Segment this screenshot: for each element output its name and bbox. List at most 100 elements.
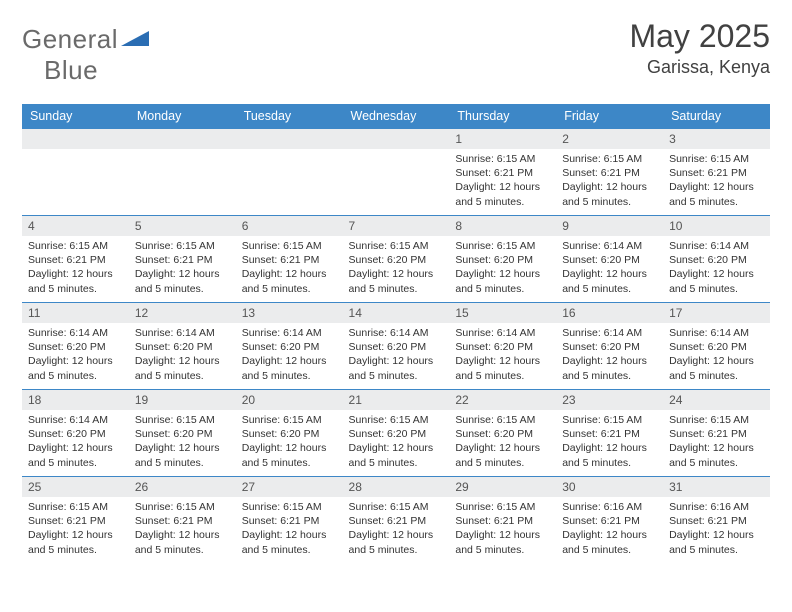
- day-number: 25: [22, 477, 129, 497]
- calendar-cell: [22, 129, 129, 216]
- day-detail: Sunrise: 6:15 AMSunset: 6:21 PMDaylight:…: [129, 236, 236, 300]
- weekday-header: Saturday: [663, 104, 770, 129]
- calendar-cell: 9Sunrise: 6:14 AMSunset: 6:20 PMDaylight…: [556, 216, 663, 303]
- calendar-cell: 25Sunrise: 6:15 AMSunset: 6:21 PMDayligh…: [22, 477, 129, 564]
- calendar-cell: 17Sunrise: 6:14 AMSunset: 6:20 PMDayligh…: [663, 303, 770, 390]
- day-number: [236, 129, 343, 149]
- weekday-header-row: Sunday Monday Tuesday Wednesday Thursday…: [22, 104, 770, 129]
- day-number: 3: [663, 129, 770, 149]
- day-number: [343, 129, 450, 149]
- day-detail: Sunrise: 6:15 AMSunset: 6:21 PMDaylight:…: [236, 497, 343, 561]
- calendar-cell: 2Sunrise: 6:15 AMSunset: 6:21 PMDaylight…: [556, 129, 663, 216]
- weekday-header: Wednesday: [343, 104, 450, 129]
- day-number: 8: [449, 216, 556, 236]
- weekday-header: Tuesday: [236, 104, 343, 129]
- day-detail: Sunrise: 6:14 AMSunset: 6:20 PMDaylight:…: [556, 236, 663, 300]
- day-detail: Sunrise: 6:15 AMSunset: 6:21 PMDaylight:…: [663, 410, 770, 474]
- calendar-cell: 28Sunrise: 6:15 AMSunset: 6:21 PMDayligh…: [343, 477, 450, 564]
- day-number: 16: [556, 303, 663, 323]
- calendar-row: 11Sunrise: 6:14 AMSunset: 6:20 PMDayligh…: [22, 303, 770, 390]
- calendar-cell: 6Sunrise: 6:15 AMSunset: 6:21 PMDaylight…: [236, 216, 343, 303]
- day-detail: Sunrise: 6:15 AMSunset: 6:21 PMDaylight:…: [449, 497, 556, 561]
- calendar-cell: 16Sunrise: 6:14 AMSunset: 6:20 PMDayligh…: [556, 303, 663, 390]
- title-block: May 2025 Garissa, Kenya: [629, 18, 770, 78]
- calendar-cell: 30Sunrise: 6:16 AMSunset: 6:21 PMDayligh…: [556, 477, 663, 564]
- calendar-cell: 27Sunrise: 6:15 AMSunset: 6:21 PMDayligh…: [236, 477, 343, 564]
- calendar-cell: 20Sunrise: 6:15 AMSunset: 6:20 PMDayligh…: [236, 390, 343, 477]
- calendar-cell: 4Sunrise: 6:15 AMSunset: 6:21 PMDaylight…: [22, 216, 129, 303]
- day-number: 24: [663, 390, 770, 410]
- day-number: [22, 129, 129, 149]
- day-number: 21: [343, 390, 450, 410]
- day-number: 22: [449, 390, 556, 410]
- calendar-cell: [129, 129, 236, 216]
- weekday-header: Friday: [556, 104, 663, 129]
- day-number: [129, 129, 236, 149]
- day-detail: Sunrise: 6:15 AMSunset: 6:21 PMDaylight:…: [663, 149, 770, 213]
- day-number: 26: [129, 477, 236, 497]
- day-number: 9: [556, 216, 663, 236]
- calendar-row: 1Sunrise: 6:15 AMSunset: 6:21 PMDaylight…: [22, 129, 770, 216]
- calendar-cell: [343, 129, 450, 216]
- calendar-cell: 5Sunrise: 6:15 AMSunset: 6:21 PMDaylight…: [129, 216, 236, 303]
- calendar-cell: 19Sunrise: 6:15 AMSunset: 6:20 PMDayligh…: [129, 390, 236, 477]
- calendar-row: 25Sunrise: 6:15 AMSunset: 6:21 PMDayligh…: [22, 477, 770, 564]
- brand-name: General Blue: [22, 24, 149, 86]
- day-number: 1: [449, 129, 556, 149]
- day-detail: Sunrise: 6:14 AMSunset: 6:20 PMDaylight:…: [556, 323, 663, 387]
- calendar-cell: 22Sunrise: 6:15 AMSunset: 6:20 PMDayligh…: [449, 390, 556, 477]
- calendar-page: General Blue May 2025 Garissa, Kenya Sun…: [0, 0, 792, 564]
- day-detail: Sunrise: 6:15 AMSunset: 6:20 PMDaylight:…: [449, 410, 556, 474]
- calendar-cell: 11Sunrise: 6:14 AMSunset: 6:20 PMDayligh…: [22, 303, 129, 390]
- day-number: 28: [343, 477, 450, 497]
- day-number: 18: [22, 390, 129, 410]
- day-number: 10: [663, 216, 770, 236]
- day-detail: Sunrise: 6:16 AMSunset: 6:21 PMDaylight:…: [663, 497, 770, 561]
- day-number: 17: [663, 303, 770, 323]
- day-number: 30: [556, 477, 663, 497]
- calendar-cell: 10Sunrise: 6:14 AMSunset: 6:20 PMDayligh…: [663, 216, 770, 303]
- calendar-row: 18Sunrise: 6:14 AMSunset: 6:20 PMDayligh…: [22, 390, 770, 477]
- day-number: 19: [129, 390, 236, 410]
- day-number: 12: [129, 303, 236, 323]
- location-label: Garissa, Kenya: [629, 57, 770, 78]
- day-detail: Sunrise: 6:15 AMSunset: 6:20 PMDaylight:…: [236, 410, 343, 474]
- calendar-cell: 14Sunrise: 6:14 AMSunset: 6:20 PMDayligh…: [343, 303, 450, 390]
- day-number: 20: [236, 390, 343, 410]
- triangle-icon: [121, 28, 149, 48]
- brand-part1: General: [22, 24, 118, 54]
- day-detail: Sunrise: 6:14 AMSunset: 6:20 PMDaylight:…: [22, 410, 129, 474]
- day-number: 6: [236, 216, 343, 236]
- day-number: 2: [556, 129, 663, 149]
- calendar-cell: 15Sunrise: 6:14 AMSunset: 6:20 PMDayligh…: [449, 303, 556, 390]
- weekday-header: Thursday: [449, 104, 556, 129]
- calendar-cell: 24Sunrise: 6:15 AMSunset: 6:21 PMDayligh…: [663, 390, 770, 477]
- calendar-cell: 8Sunrise: 6:15 AMSunset: 6:20 PMDaylight…: [449, 216, 556, 303]
- day-detail: Sunrise: 6:15 AMSunset: 6:21 PMDaylight:…: [22, 236, 129, 300]
- calendar-cell: 3Sunrise: 6:15 AMSunset: 6:21 PMDaylight…: [663, 129, 770, 216]
- day-number: 13: [236, 303, 343, 323]
- brand-logo: General Blue: [22, 24, 149, 86]
- calendar-cell: 21Sunrise: 6:15 AMSunset: 6:20 PMDayligh…: [343, 390, 450, 477]
- calendar-cell: 31Sunrise: 6:16 AMSunset: 6:21 PMDayligh…: [663, 477, 770, 564]
- day-detail: Sunrise: 6:15 AMSunset: 6:21 PMDaylight:…: [129, 497, 236, 561]
- calendar-cell: 7Sunrise: 6:15 AMSunset: 6:20 PMDaylight…: [343, 216, 450, 303]
- day-detail: Sunrise: 6:15 AMSunset: 6:21 PMDaylight:…: [556, 410, 663, 474]
- calendar-cell: 23Sunrise: 6:15 AMSunset: 6:21 PMDayligh…: [556, 390, 663, 477]
- calendar-table: Sunday Monday Tuesday Wednesday Thursday…: [22, 104, 770, 564]
- day-number: 7: [343, 216, 450, 236]
- weekday-header: Monday: [129, 104, 236, 129]
- day-number: 4: [22, 216, 129, 236]
- calendar-cell: 1Sunrise: 6:15 AMSunset: 6:21 PMDaylight…: [449, 129, 556, 216]
- weekday-header: Sunday: [22, 104, 129, 129]
- header: General Blue May 2025 Garissa, Kenya: [22, 18, 770, 86]
- month-title: May 2025: [629, 18, 770, 55]
- calendar-body: 1Sunrise: 6:15 AMSunset: 6:21 PMDaylight…: [22, 129, 770, 564]
- day-detail: Sunrise: 6:14 AMSunset: 6:20 PMDaylight:…: [343, 323, 450, 387]
- day-detail: Sunrise: 6:15 AMSunset: 6:20 PMDaylight:…: [343, 410, 450, 474]
- day-detail: Sunrise: 6:14 AMSunset: 6:20 PMDaylight:…: [663, 236, 770, 300]
- day-detail: Sunrise: 6:15 AMSunset: 6:20 PMDaylight:…: [449, 236, 556, 300]
- day-number: 15: [449, 303, 556, 323]
- day-number: 31: [663, 477, 770, 497]
- day-detail: Sunrise: 6:15 AMSunset: 6:21 PMDaylight:…: [556, 149, 663, 213]
